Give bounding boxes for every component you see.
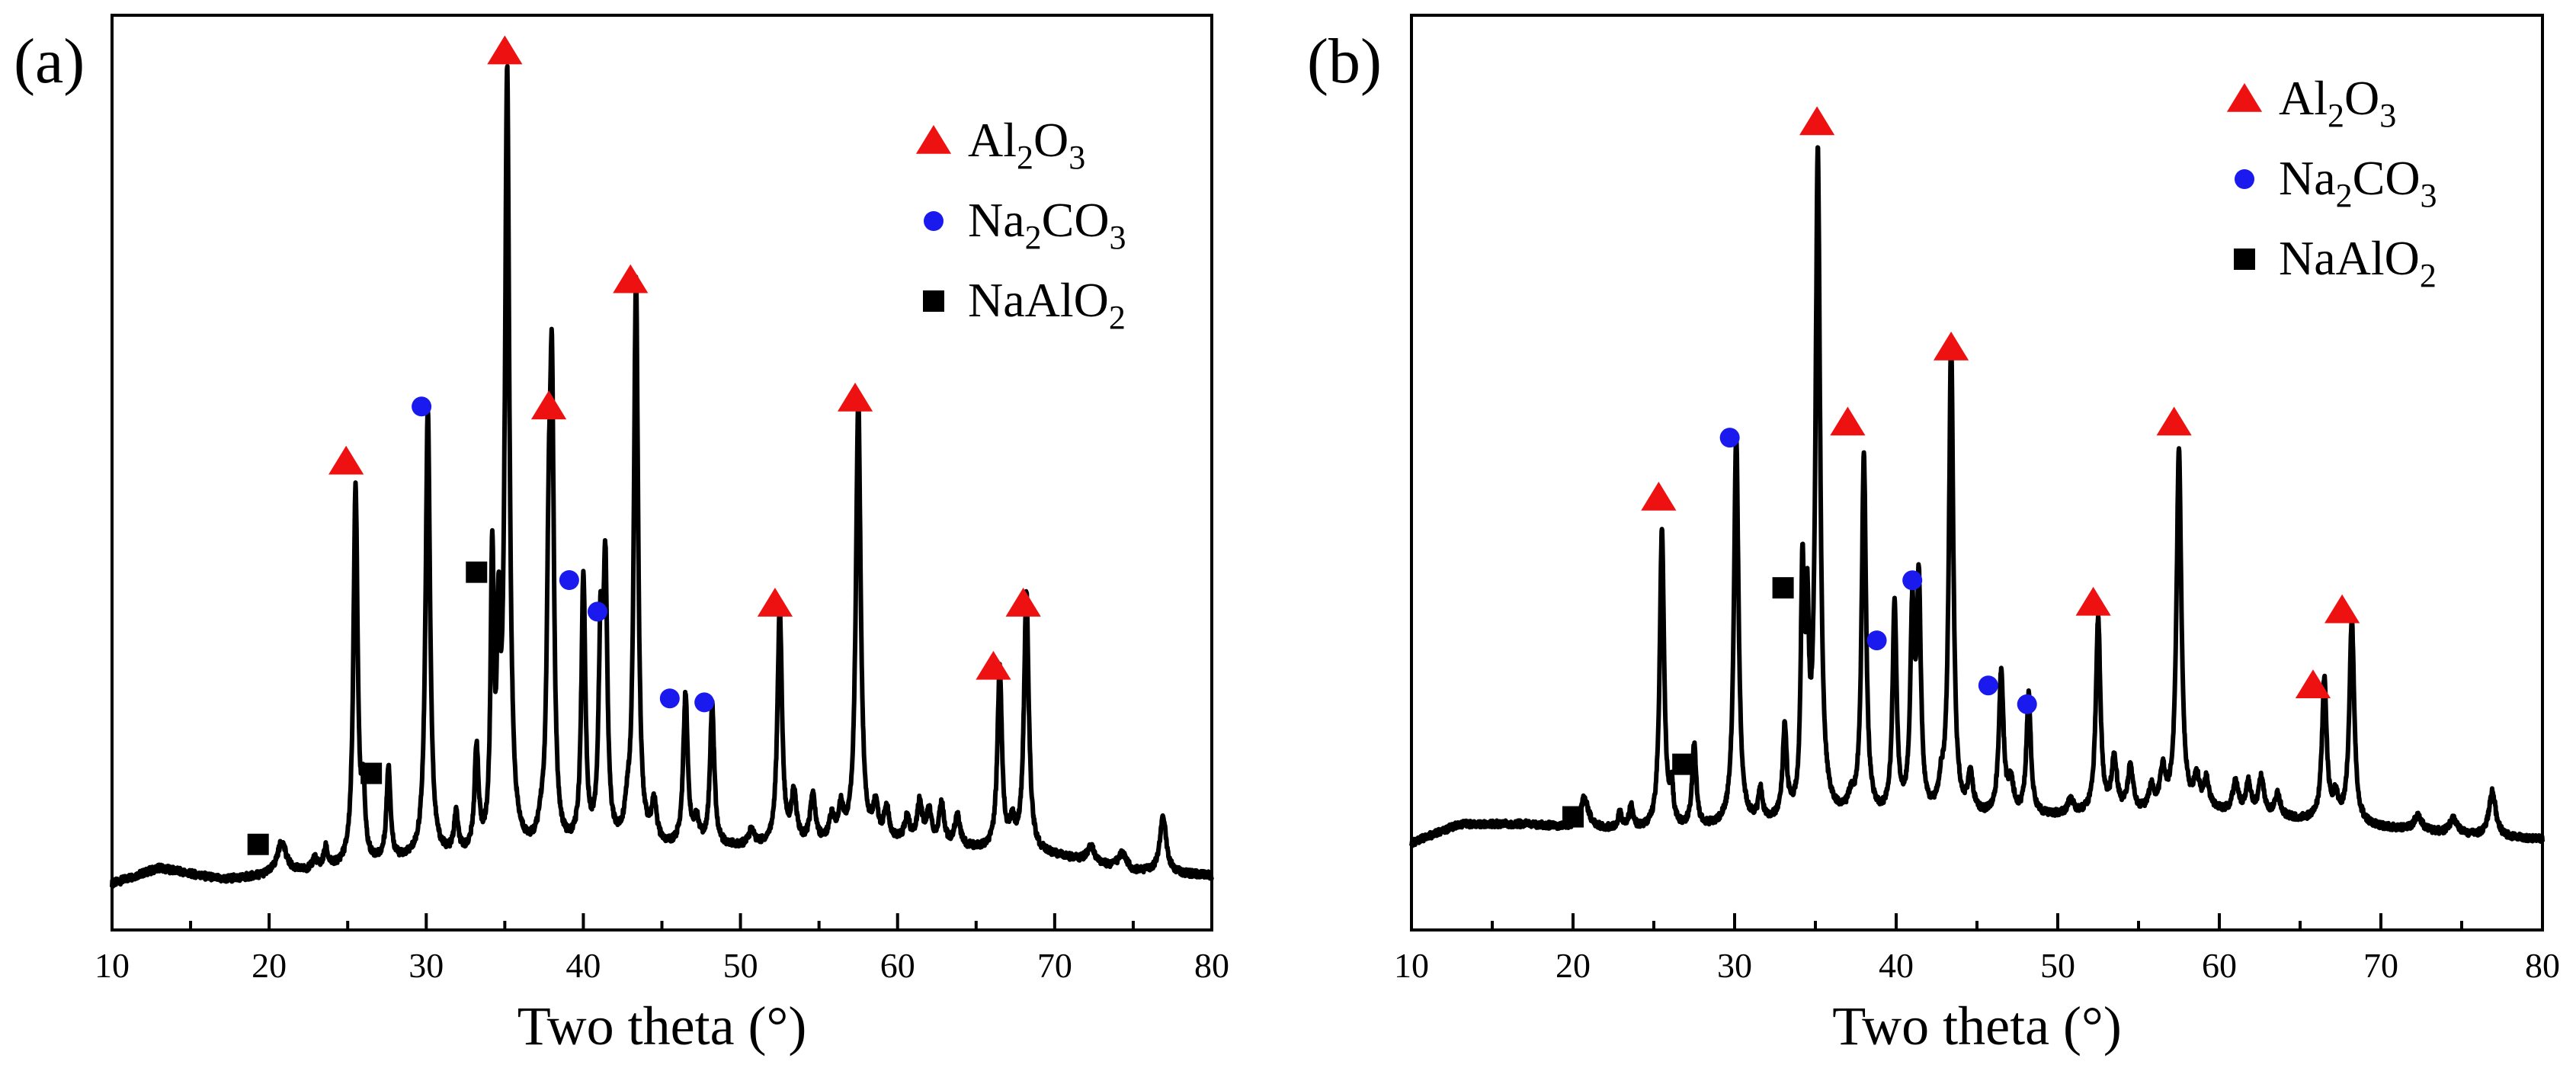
x-tick-label: 50 — [2040, 946, 2075, 985]
legend-circle-icon — [2235, 169, 2254, 189]
x-tick-label: 80 — [1194, 946, 1229, 985]
x-tick-label: 50 — [723, 946, 758, 985]
x-tick-label: 60 — [880, 946, 915, 985]
subscript: 2 — [2420, 257, 2437, 294]
formula-text: O — [1033, 113, 1069, 167]
na2co3-circle-marker — [694, 692, 715, 713]
xrd-pattern-line — [110, 64, 1214, 889]
al2o3-triangle-marker — [613, 264, 649, 293]
x-tick-label: 80 — [2525, 946, 2560, 985]
x-tick-label: 10 — [95, 946, 130, 985]
al2o3-triangle-marker — [2295, 669, 2331, 698]
formula-text: NaAlO — [2279, 231, 2420, 285]
subscript: 2 — [2336, 177, 2353, 214]
naalo2-square-marker — [360, 762, 383, 784]
x-tick-label: 30 — [409, 946, 444, 985]
legend-label: Al2​O3​ — [968, 113, 1085, 176]
subscript: 2 — [1025, 219, 1042, 256]
na2co3-circle-marker — [2017, 694, 2037, 714]
formula-text: CO — [1042, 193, 1110, 247]
naalo2-square-marker — [247, 833, 269, 855]
legend-label: Na2​CO3​ — [2279, 151, 2437, 214]
na2co3-circle-marker — [587, 601, 607, 622]
al2o3-triangle-marker — [757, 588, 793, 617]
formula-text: Al — [968, 113, 1017, 167]
formula-text: O — [2344, 71, 2379, 125]
x-tick-label: 70 — [2363, 946, 2398, 985]
legend: Al2​O3​ Na2​CO3​ NaAlO2​ — [915, 113, 1126, 336]
al2o3-triangle-marker — [1799, 106, 1835, 136]
na2co3-circle-marker — [412, 396, 432, 417]
xrd-pattern-line — [1409, 145, 2545, 848]
al2o3-triangle-marker — [1830, 406, 1866, 436]
na2co3-circle-marker — [1978, 675, 1998, 696]
legend-square-icon — [2234, 249, 2255, 270]
chart-panel-b: 10 20 30 40 50 60 70 80 Two theta (°) (b) Al2​O3​ N… — [1307, 14, 2560, 1057]
formula-text: CO — [2353, 151, 2421, 205]
legend-label: NaAlO2​ — [2279, 231, 2437, 294]
al2o3-triangle-marker — [328, 445, 364, 475]
al2o3-triangle-marker — [487, 35, 523, 65]
na2co3-circle-marker — [659, 688, 680, 709]
x-tick-label: 40 — [1879, 946, 1914, 985]
x-tick-label: 40 — [566, 946, 601, 985]
subscript: 3 — [2379, 97, 2396, 134]
x-tick-label: 10 — [1394, 946, 1429, 985]
al2o3-triangle-marker — [1933, 331, 1969, 361]
x-axis-label: Two theta (°) — [1832, 996, 2122, 1057]
al2o3-triangle-marker — [1641, 481, 1677, 511]
formula-text: Al — [2279, 71, 2328, 125]
al2o3-triangle-marker — [2324, 594, 2360, 624]
x-tick-label: 20 — [1556, 946, 1591, 985]
naalo2-square-marker — [1772, 577, 1794, 599]
naalo2-square-marker — [1672, 753, 1694, 775]
naalo2-square-marker — [466, 561, 488, 583]
na2co3-circle-marker — [1902, 570, 1923, 591]
legend-label: Al2​O3​ — [2279, 71, 2396, 134]
al2o3-triangle-marker — [1005, 588, 1041, 617]
na2co3-circle-marker — [1866, 630, 1887, 651]
subscript: 2 — [2328, 97, 2344, 134]
al2o3-triangle-marker — [530, 390, 567, 420]
subscript: 3 — [1110, 219, 1126, 256]
legend-square-icon — [923, 290, 944, 312]
formula-text: Na — [968, 193, 1025, 247]
al2o3-triangle-marker — [2156, 406, 2192, 436]
subscript: 3 — [1069, 139, 1085, 176]
legend: Al2​O3​ Na2​CO3​ NaAlO2​ — [2226, 71, 2437, 294]
subscript: 3 — [2421, 177, 2437, 214]
x-tick-label: 60 — [2202, 946, 2237, 985]
na2co3-circle-marker — [559, 570, 579, 590]
x-tick-label: 70 — [1037, 946, 1072, 985]
panel-label: (a) — [14, 26, 85, 97]
legend-triangle-icon — [2226, 83, 2263, 112]
x-tick-label: 30 — [1717, 946, 1752, 985]
al2o3-triangle-marker — [837, 382, 873, 412]
x-tick-label: 20 — [252, 946, 287, 985]
al2o3-triangle-marker — [2075, 586, 2111, 616]
formula-text: Na — [2279, 151, 2336, 205]
na2co3-circle-marker — [1719, 428, 1740, 448]
subscript: 2 — [1109, 299, 1126, 336]
legend-label: Na2​CO3​ — [968, 193, 1126, 256]
legend-triangle-icon — [915, 125, 952, 154]
x-axis-label: Two theta (°) — [517, 996, 807, 1057]
legend-label: NaAlO2​ — [968, 273, 1126, 336]
al2o3-triangle-marker — [976, 650, 1011, 680]
legend-circle-icon — [924, 211, 944, 231]
chart-panel-a: 10 20 30 40 50 60 70 80 Two theta (°) (a) Al2​O3​ N… — [14, 14, 1229, 1057]
panel-label: (b) — [1307, 26, 1382, 97]
formula-text: NaAlO — [968, 273, 1109, 327]
subscript: 2 — [1017, 139, 1033, 176]
naalo2-square-marker — [1562, 806, 1584, 828]
